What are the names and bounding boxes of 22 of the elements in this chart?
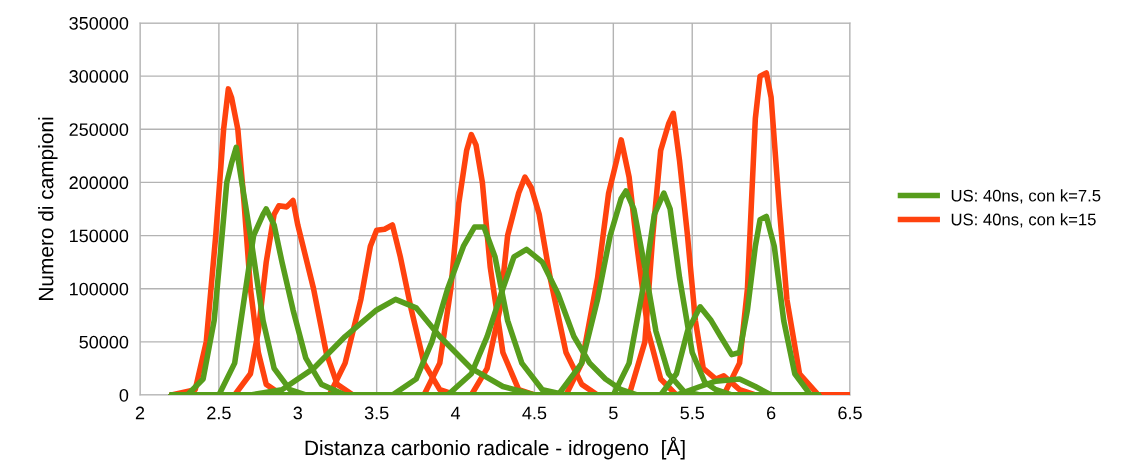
x-tick-label: 5.5 — [680, 406, 705, 420]
y-tick-label: 0 — [119, 388, 129, 402]
y-axis-title: Numero di campioni — [38, 117, 58, 300]
y-tick-label: 200000 — [69, 176, 129, 190]
y-tick-label: 350000 — [69, 16, 129, 30]
x-tick-label: 2 — [135, 406, 145, 420]
x-tick-label: 5 — [609, 406, 618, 420]
x-tick-label: 4.5 — [522, 406, 547, 420]
x-tick-label: 6 — [767, 406, 776, 420]
x-tick-label: 6.5 — [838, 406, 862, 420]
x-tick-label: 3 — [293, 406, 303, 420]
legend-label: US: 40ns, con k=7.5 — [951, 189, 1101, 204]
x-tick-label: 4 — [450, 406, 461, 420]
y-tick-label: 150000 — [70, 229, 129, 243]
y-tick-label: 50000 — [79, 335, 129, 349]
y-tick-label: 250000 — [69, 123, 129, 137]
y-tick-label: 100000 — [70, 282, 129, 296]
legend-label: US: 40ns, con k=15 — [951, 213, 1096, 228]
x-tick-label: 2.5 — [207, 406, 231, 420]
x-tick-label: 3.5 — [364, 406, 389, 420]
x-axis-title: Distanza carbonio radicale - idrogeno [Å] — [305, 436, 685, 460]
y-tick-label: 300000 — [69, 70, 129, 83]
